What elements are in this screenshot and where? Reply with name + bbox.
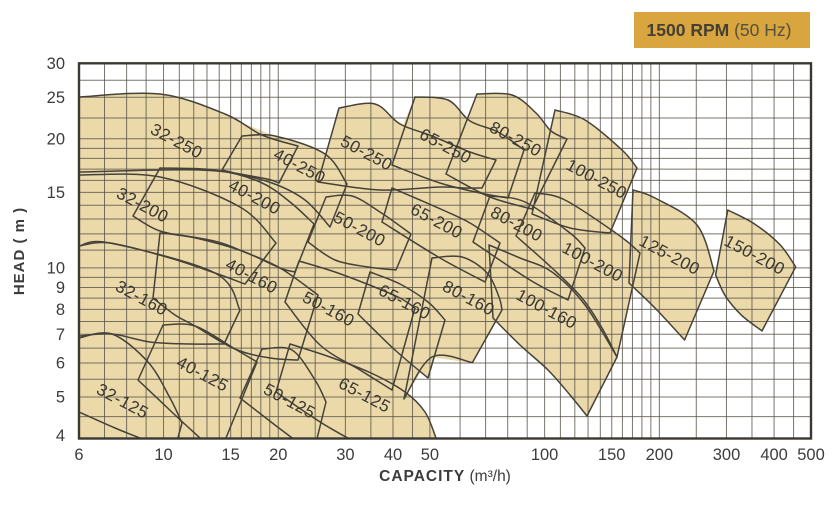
svg-text:20: 20 bbox=[47, 130, 65, 148]
svg-text:HEAD ( m ): HEAD ( m ) bbox=[11, 207, 28, 295]
svg-text:40: 40 bbox=[384, 446, 402, 464]
svg-text:CAPACITY (m³/h): CAPACITY (m³/h) bbox=[379, 468, 511, 485]
svg-text:1500 RPM (50 Hz): 1500 RPM (50 Hz) bbox=[647, 20, 792, 40]
svg-text:30: 30 bbox=[47, 55, 65, 73]
svg-text:400: 400 bbox=[760, 446, 788, 464]
svg-text:10: 10 bbox=[47, 259, 65, 277]
svg-text:4: 4 bbox=[56, 427, 65, 445]
svg-text:30: 30 bbox=[336, 446, 354, 464]
svg-text:500: 500 bbox=[797, 446, 825, 464]
svg-text:20: 20 bbox=[269, 446, 287, 464]
svg-text:200: 200 bbox=[646, 446, 674, 464]
svg-text:15: 15 bbox=[221, 446, 239, 464]
svg-text:150: 150 bbox=[598, 446, 626, 464]
svg-text:25: 25 bbox=[47, 89, 65, 107]
svg-text:15: 15 bbox=[47, 184, 65, 202]
svg-text:300: 300 bbox=[713, 446, 741, 464]
svg-text:100: 100 bbox=[531, 446, 559, 464]
svg-text:50: 50 bbox=[421, 446, 439, 464]
svg-text:7: 7 bbox=[56, 326, 65, 344]
svg-text:10: 10 bbox=[154, 446, 172, 464]
svg-text:6: 6 bbox=[56, 355, 65, 373]
svg-text:5: 5 bbox=[56, 388, 65, 406]
svg-text:9: 9 bbox=[56, 279, 65, 297]
svg-text:6: 6 bbox=[74, 446, 83, 464]
svg-text:8: 8 bbox=[56, 301, 65, 319]
